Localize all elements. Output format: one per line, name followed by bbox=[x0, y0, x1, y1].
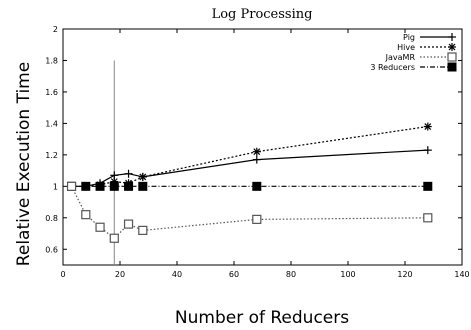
pig-point bbox=[252, 155, 261, 164]
x-axis-ticks: 0 20 40 60 80 100 120 140 bbox=[60, 29, 470, 279]
series-2 bbox=[66, 181, 433, 243]
x-tick-label: 20 bbox=[115, 270, 125, 279]
hive-point bbox=[252, 147, 261, 156]
y-tick-label: 2 bbox=[53, 25, 58, 34]
javamr-point bbox=[123, 219, 134, 229]
legend-label: Hive bbox=[397, 43, 415, 52]
y-tick-label: 0.8 bbox=[45, 214, 58, 223]
legend-entry: Pig bbox=[403, 33, 456, 42]
pig-point bbox=[81, 182, 90, 191]
series-layer bbox=[66, 122, 433, 243]
reducers-point bbox=[252, 181, 262, 191]
y-tick-label: 1.8 bbox=[45, 56, 58, 65]
pig-point bbox=[96, 179, 105, 188]
legend-entry: Hive bbox=[397, 43, 456, 52]
javamr-point bbox=[81, 210, 91, 220]
javamr-point bbox=[252, 214, 262, 224]
x-tick-label: 100 bbox=[340, 270, 355, 279]
legend-label: Pig bbox=[403, 33, 415, 42]
series-3 bbox=[67, 181, 433, 191]
y-tick-label: 0.6 bbox=[45, 245, 58, 254]
y-axis-ticks: 0.6 0.8 1 1.2 1.4 1.6 1.8 2 bbox=[45, 25, 462, 254]
reducers-point bbox=[138, 181, 148, 191]
javamr-point bbox=[447, 52, 457, 62]
chart-title: Log Processing bbox=[212, 7, 313, 22]
y-axis-label: Relative Execution Time bbox=[14, 62, 34, 266]
x-tick-label: 80 bbox=[286, 270, 296, 279]
pig-point bbox=[138, 172, 147, 181]
hive-point bbox=[448, 43, 456, 51]
legend-label: 3 Reducers bbox=[370, 63, 415, 72]
javamr-point bbox=[66, 181, 77, 191]
series-0 bbox=[67, 146, 432, 191]
reducers-point bbox=[423, 181, 433, 191]
y-tick-label: 1.4 bbox=[45, 119, 58, 128]
x-tick-label: 60 bbox=[229, 270, 239, 279]
series-line bbox=[71, 149, 428, 187]
reducers-point bbox=[447, 62, 457, 72]
javamr-point bbox=[109, 233, 119, 243]
x-tick-label: 140 bbox=[454, 270, 469, 279]
legend-entry: JavaMR bbox=[385, 52, 457, 62]
pig-point bbox=[448, 33, 456, 41]
y-tick-label: 1.2 bbox=[45, 151, 58, 160]
x-tick-label: 120 bbox=[397, 270, 412, 279]
series-line bbox=[71, 125, 428, 187]
hive-point bbox=[124, 179, 133, 188]
x-tick-label: 0 bbox=[60, 270, 65, 279]
legend-label: JavaMR bbox=[385, 53, 416, 62]
y-tick-label: 1 bbox=[53, 182, 58, 191]
javamr-point bbox=[423, 213, 433, 223]
series-1 bbox=[67, 122, 432, 191]
series-line bbox=[70, 186, 428, 240]
x-tick-label: 40 bbox=[172, 270, 182, 279]
plot-border bbox=[62, 28, 463, 266]
hive-point bbox=[423, 122, 432, 131]
pig-point bbox=[110, 171, 119, 180]
legend-entry: 3 Reducers bbox=[370, 62, 457, 72]
javamr-point bbox=[95, 222, 105, 232]
plot-frame bbox=[62, 28, 463, 266]
pig-point bbox=[124, 169, 133, 178]
x-axis-label: Number of Reducers bbox=[175, 308, 349, 328]
javamr-point bbox=[138, 225, 148, 235]
pig-point bbox=[423, 146, 432, 155]
y-tick-label: 1.6 bbox=[45, 88, 58, 97]
